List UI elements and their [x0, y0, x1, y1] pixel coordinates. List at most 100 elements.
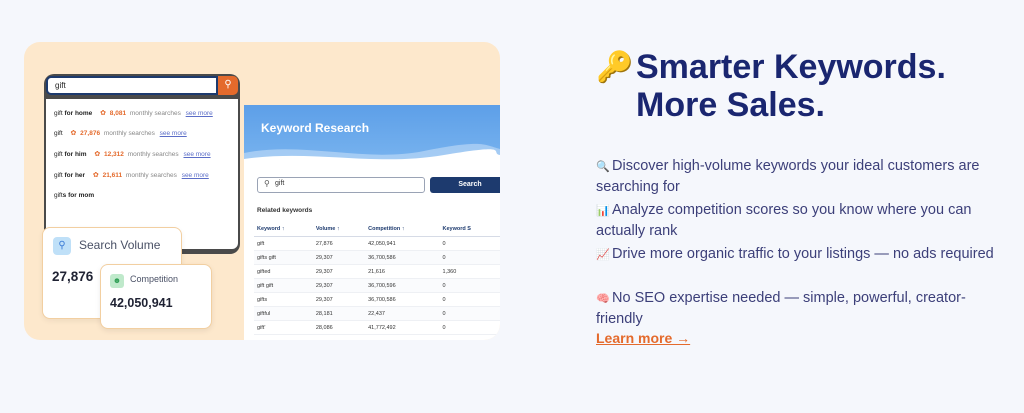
keyword-cell: gift — [254, 236, 313, 251]
score-cell: 0 — [439, 292, 500, 307]
autocomplete-suggestions: gift for home ✿ 8,081 monthly searches s… — [46, 99, 238, 249]
suggestion-item[interactable]: gift for home ✿ 8,081 monthly searches s… — [54, 109, 213, 117]
suggestion-item[interactable]: gift for her ✿ 21,611 monthly searches s… — [54, 171, 209, 179]
table-row[interactable]: gifts 29,307 36,700,586 0 — [254, 292, 500, 307]
feature-text: Analyze competition scores so you know w… — [596, 202, 972, 239]
keyword-research-header: Keyword Research — [244, 105, 500, 165]
volume-cell: 29,307 — [312, 292, 366, 307]
column-header-competition[interactable]: Competition ↑ — [365, 222, 440, 237]
suggestion-prefix: gift — [54, 172, 63, 179]
magnifier-icon: 🔍 — [596, 161, 610, 173]
feature-text: Discover high-volume keywords your ideal… — [596, 158, 980, 195]
score-cell: 0 — [439, 306, 500, 321]
title-line-2: More Sales. — [636, 86, 825, 124]
search-volume-value: 27,876 — [52, 269, 94, 284]
competition-cell: 42,050,941 — [365, 236, 440, 251]
competition-cell: 36,700,586 — [365, 250, 440, 265]
search-icon: ⚲ — [53, 237, 71, 255]
title-line-1: Smarter Keywords. — [636, 48, 946, 86]
keyword-cell: gift' — [254, 320, 313, 335]
fire-icon: ✿ — [100, 110, 106, 117]
volume-cell: 28,086 — [312, 320, 366, 335]
see-more-link[interactable]: see more — [185, 110, 213, 117]
feature-item: 📈 Drive more organic traffic to your list… — [596, 244, 996, 265]
feature-text: No SEO expertise needed — simple, powerf… — [596, 290, 966, 327]
suggestion-count-label: monthly searches — [103, 130, 155, 137]
page-title: Smarter Keywords. More Sales. — [636, 48, 1016, 124]
competition-card: ☻ Competition 42,050,941 — [100, 264, 212, 329]
fire-icon: ✿ — [92, 172, 99, 179]
search-button[interactable]: Search — [430, 177, 500, 193]
suggestion-item[interactable]: gift for him ✿ 12,312 monthly searches s… — [54, 150, 211, 158]
score-cell: 0 — [439, 250, 500, 265]
feature-text: Drive more organic traffic to your listi… — [612, 246, 994, 262]
related-keywords-table: Keyword ↑ Volume ↑ Competition ↑ Keyword… — [254, 222, 500, 335]
volume-cell: 28,181 — [312, 306, 366, 321]
suggestion-count: 12,312 — [104, 151, 124, 158]
search-icon: ⚲ — [224, 79, 232, 90]
search-volume-label: Search Volume — [79, 238, 161, 252]
autocomplete-search-widget: gift ⚲ gift for home ✿ 8,081 monthly sea… — [44, 74, 240, 254]
hero-illustration: Keyword Research ⚲ gift Search Related k… — [24, 42, 500, 340]
volume-cell: 29,307 — [312, 250, 366, 265]
competition-cell: 36,700,586 — [365, 292, 440, 307]
score-cell: 0 — [439, 236, 500, 251]
suggestion-count-label: monthly searches — [125, 172, 177, 179]
brain-icon: 🧠 — [596, 293, 610, 305]
learn-more-link[interactable]: Learn more → — [596, 330, 691, 346]
suggestion-prefix: gift — [54, 110, 63, 117]
search-submit-button[interactable]: ⚲ — [218, 76, 238, 95]
keyword-cell: gifted — [254, 264, 313, 279]
suggestion-completion: for home — [62, 110, 93, 117]
suggestion-completion: for her — [62, 172, 86, 179]
suggestion-completion: s for mom — [62, 192, 95, 199]
keyword-cell: gift gift — [254, 278, 313, 293]
suggestion-item[interactable]: gifts for mom — [54, 192, 94, 199]
suggestion-completion: for him — [62, 151, 87, 158]
competition-cell: 36,700,596 — [365, 278, 440, 293]
column-header-keyword[interactable]: Keyword ↑ — [254, 222, 313, 237]
suggestion-count: 21,611 — [102, 172, 123, 179]
competition-cell: 21,616 — [365, 264, 440, 279]
competition-value: 42,050,941 — [110, 296, 173, 310]
table-row[interactable]: gifted 29,307 21,616 1,360 — [254, 264, 500, 279]
suggestion-count: 8,081 — [109, 110, 127, 117]
feature-item: 🧠 No SEO expertise needed — simple, power… — [596, 288, 996, 329]
related-keywords-label: Related keywords — [257, 207, 313, 214]
people-icon: ☻ — [110, 274, 124, 288]
fire-icon: ✿ — [70, 130, 77, 137]
keyword-cell: giftful — [254, 306, 313, 321]
keyword-cell: gifts gift — [254, 250, 313, 265]
table-row[interactable]: gift gift 29,307 36,700,596 0 — [254, 278, 500, 293]
search-icon: ⚲ — [264, 179, 270, 188]
table-row[interactable]: gift 27,876 42,050,941 0 — [254, 236, 500, 251]
see-more-link[interactable]: see more — [183, 151, 211, 158]
suggestion-item[interactable]: gift ✿ 27,876 monthly searches see more — [54, 129, 187, 137]
suggestion-count-label: monthly searches — [127, 151, 179, 158]
keyword-research-panel: Keyword Research ⚲ gift Search Related k… — [244, 105, 500, 340]
column-header-keyword-score[interactable]: Keyword S — [439, 222, 500, 237]
keyword-search-value: gift — [275, 180, 285, 187]
autocomplete-search-input[interactable]: gift — [46, 76, 218, 95]
table-row[interactable]: gift' 28,086 41,772,492 0 — [254, 320, 500, 335]
key-icon: 🔑 — [596, 51, 634, 84]
autocomplete-query: gift — [55, 81, 66, 90]
keyword-search-input[interactable]: ⚲ gift — [257, 177, 425, 193]
table-row[interactable]: gifts gift 29,307 36,700,586 0 — [254, 250, 500, 265]
column-header-volume[interactable]: Volume ↑ — [312, 222, 366, 237]
see-more-link[interactable]: see more — [159, 130, 187, 137]
volume-cell: 27,876 — [312, 236, 366, 251]
see-more-link[interactable]: see more — [181, 172, 209, 179]
score-cell: 0 — [439, 278, 500, 293]
suggestion-prefix: gift — [54, 130, 63, 137]
score-cell: 1,360 — [439, 264, 500, 279]
trend-chart-icon: 📈 — [596, 249, 610, 261]
competition-label: Competition — [130, 274, 179, 284]
suggestion-count: 27,876 — [80, 130, 101, 137]
score-cell: 0 — [439, 320, 500, 335]
fire-icon: ✿ — [94, 151, 101, 158]
table-row[interactable]: giftful 28,181 22,437 0 — [254, 306, 500, 321]
bar-chart-icon: 📊 — [596, 205, 610, 217]
suggestion-prefix: gift — [54, 151, 63, 158]
feature-item: 📊 Analyze competition scores so you know … — [596, 200, 996, 241]
